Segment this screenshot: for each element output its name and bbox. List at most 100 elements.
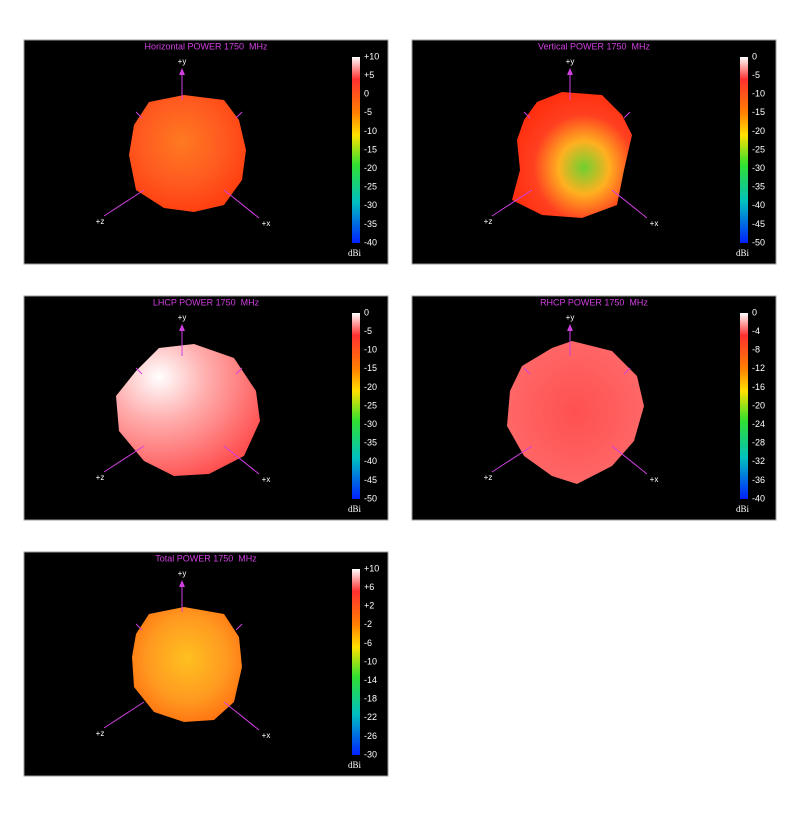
colorbar-tick-label: -22 (364, 712, 377, 722)
radiation-pattern (512, 92, 632, 218)
colorbar-tick-label: -50 (364, 493, 377, 503)
axis-z-label: +z (484, 473, 493, 482)
axis-z (491, 445, 533, 473)
arrow-y (179, 324, 185, 331)
colorbar-tick-label: -30 (364, 749, 377, 759)
axis-tick (623, 367, 631, 375)
colorbar-tick-label: -26 (364, 731, 377, 741)
colorbar-tick-label: -32 (752, 456, 765, 466)
axis-z (491, 189, 533, 217)
axis-tick (135, 111, 143, 119)
colorbar-tick-label: 0 (752, 307, 757, 317)
colorbar-tick-label: -8 (752, 345, 760, 355)
colorbar (352, 57, 360, 243)
colorbar-tick-label: -45 (752, 219, 765, 229)
colorbar-tick-label: -16 (752, 382, 765, 392)
axis-tick (235, 623, 243, 631)
colorbar-tick-label: 0 (364, 307, 369, 317)
panel: Vertical POWER 1750 MHz +y +x +z 0 -5 -10 -15 -2… (411, 39, 777, 265)
colorbar-tick-label: -35 (752, 182, 765, 192)
colorbar-tick-label: -50 (752, 237, 765, 247)
axis-tick (135, 367, 143, 375)
colorbar-unit: dBi (348, 248, 362, 258)
colorbar-tick-label: -40 (752, 493, 765, 503)
axis-z (103, 701, 145, 729)
axis-x-label: +x (650, 475, 659, 484)
colorbar-tick-label: -12 (752, 363, 765, 373)
axis-y-label: +y (178, 313, 187, 322)
colorbar-tick-label: +5 (364, 70, 374, 80)
axis-tick (523, 111, 531, 119)
panel-title: Horizontal POWER 1750 MHz (144, 41, 268, 51)
axis-y-label: +y (566, 57, 575, 66)
axis-x (611, 445, 648, 475)
axis-x (223, 701, 260, 731)
arrow-y (179, 580, 185, 587)
axis-z-label: +z (96, 217, 105, 226)
colorbar-tick-label: -28 (752, 438, 765, 448)
axis-x (223, 189, 260, 219)
colorbar-tick-label: -10 (364, 345, 377, 355)
colorbar (352, 569, 360, 755)
colorbar-tick-label: -15 (364, 144, 377, 154)
colorbar-tick-label: -20 (364, 382, 377, 392)
colorbar-tick-label: -30 (752, 163, 765, 173)
colorbar-tick-label: -18 (364, 694, 377, 704)
axis-z-label: +z (484, 217, 493, 226)
colorbar-tick-label: -10 (752, 89, 765, 99)
colorbar-tick-label: -5 (364, 107, 372, 117)
colorbar-tick-label: -5 (752, 70, 760, 80)
colorbar-tick-label: -36 (752, 475, 765, 485)
colorbar-tick-label: -10 (364, 126, 377, 136)
colorbar-tick-label: -25 (364, 400, 377, 410)
radiation-pattern (132, 607, 242, 722)
axis-x (611, 189, 648, 219)
arrow-y (179, 68, 185, 75)
colorbar-tick-label: -40 (364, 456, 377, 466)
colorbar-unit: dBi (736, 248, 750, 258)
panel: Horizontal POWER 1750 MHz +y +x +z +10 +5 0 -5 -… (23, 39, 389, 265)
colorbar (740, 313, 748, 499)
panel-title: Vertical POWER 1750 MHz (538, 41, 651, 51)
axis-z-label: +z (96, 473, 105, 482)
colorbar-tick-label: -25 (752, 144, 765, 154)
colorbar-tick-label: -35 (364, 438, 377, 448)
colorbar-tick-label: -5 (364, 326, 372, 336)
colorbar-tick-label: -20 (364, 163, 377, 173)
axis-x-label: +x (262, 731, 271, 740)
axis-tick (235, 111, 243, 119)
colorbar-tick-label: +10 (364, 563, 379, 573)
colorbar-tick-label: 0 (364, 89, 369, 99)
radiation-pattern (129, 95, 246, 212)
radiation-pattern (507, 341, 644, 484)
colorbar-tick-label: +2 (364, 601, 374, 611)
colorbar-tick-label: -4 (752, 326, 760, 336)
colorbar-tick-label: -6 (364, 638, 372, 648)
colorbar-unit: dBi (348, 504, 362, 514)
panel-title: RHCP POWER 1750 MHz (540, 297, 648, 307)
axis-z (103, 445, 145, 473)
arrow-y (567, 324, 573, 331)
axis-y-label: +y (178, 569, 187, 578)
axis-x-label: +x (262, 475, 271, 484)
colorbar-tick-label: -25 (364, 182, 377, 192)
colorbar-tick-label: -24 (752, 419, 765, 429)
arrow-y (567, 68, 573, 75)
panel: Total POWER 1750 MHz +y +x +z +10 +6 +2 -2 -6 -10… (23, 551, 389, 777)
panel: RHCP POWER 1750 MHz +y +x +z 0 -4 -8 -12 -16 -20 -… (411, 295, 777, 521)
colorbar-tick-label: -45 (364, 475, 377, 485)
colorbar-tick-label: -30 (364, 419, 377, 429)
panel-title: Total POWER 1750 MHz (155, 553, 257, 563)
colorbar-tick-label: -30 (364, 200, 377, 210)
colorbar (352, 313, 360, 499)
colorbar-tick-label: +6 (364, 582, 374, 592)
panel: LHCP POWER 1750 MHz +y +x +z 0 -5 -10 -15 -20 -25… (23, 295, 389, 521)
colorbar-tick-label: -35 (364, 219, 377, 229)
axis-x-label: +x (650, 219, 659, 228)
axis-y-label: +y (178, 57, 187, 66)
colorbar-unit: dBi (736, 504, 750, 514)
colorbar-tick-label: 0 (752, 51, 757, 61)
colorbar-tick-label: -20 (752, 126, 765, 136)
colorbar-tick-label: -15 (364, 363, 377, 373)
